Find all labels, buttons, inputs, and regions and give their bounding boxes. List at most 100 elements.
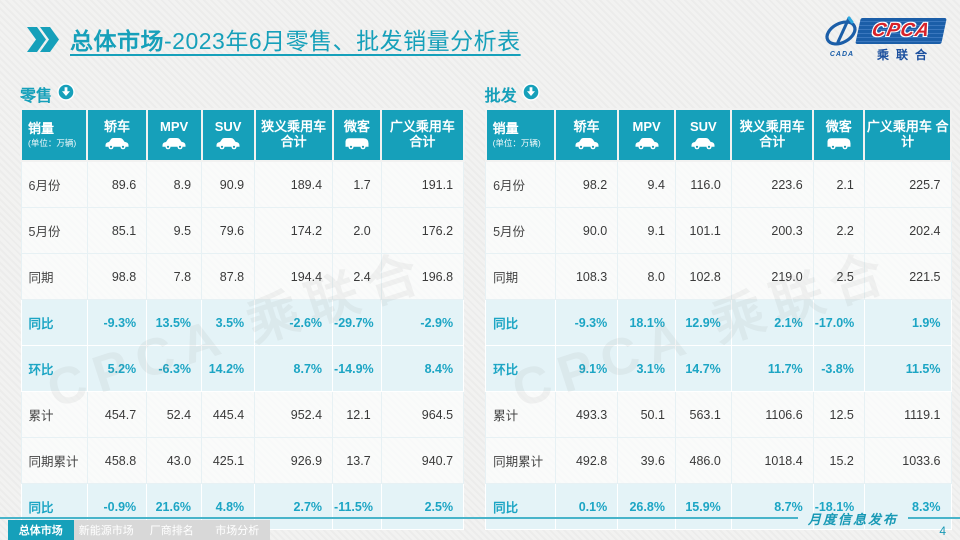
page-title-rest: -2023年6月零售、批发销量分析表: [164, 28, 521, 54]
cell: 9.1: [617, 207, 676, 254]
row-label: 累计: [485, 391, 556, 438]
cell: 90.9: [201, 160, 256, 208]
download-arrow-icon: [57, 82, 75, 106]
cell: 15.2: [812, 437, 865, 484]
cell: 43.0: [146, 437, 203, 484]
table-row: 6月份 98.2 9.4 116.0 223.6 2.1 225.7: [485, 160, 952, 208]
cell: 8.7%: [254, 345, 334, 392]
cell: 12.1: [332, 391, 382, 438]
wholesale-section-head: 批发: [485, 82, 952, 106]
table-row: 环比 9.1% 3.1% 14.7% 11.7% -3.8% 11.5%: [485, 345, 952, 392]
cell: 2.5: [812, 253, 865, 300]
cell: 1.7: [332, 160, 382, 208]
column-header: 微客: [812, 108, 866, 162]
cell: -2.9%: [380, 299, 465, 346]
retail-section-head: 零售: [20, 82, 465, 106]
page-number: 4: [939, 524, 946, 538]
row-label: 同比: [485, 299, 556, 346]
row-label: 环比: [485, 345, 556, 392]
cell: 108.3: [554, 253, 619, 300]
cell: 225.7: [863, 160, 952, 208]
footer-tab-2[interactable]: 厂商排名: [149, 525, 194, 537]
cell: 486.0: [674, 437, 732, 484]
car-icon: [574, 137, 600, 150]
van-icon: [344, 137, 370, 150]
cell: 8.4%: [380, 345, 465, 392]
van-icon: [826, 137, 852, 150]
table-row: 环比 5.2% -6.3% 14.2% 8.7% -14.9% 8.4%: [20, 345, 465, 392]
cell: 90.0: [554, 207, 619, 254]
cell: 1018.4: [730, 437, 814, 484]
footer-tab-0[interactable]: 总体市场: [8, 520, 74, 540]
page-title: 总体市场-2023年6月零售、批发销量分析表: [70, 22, 521, 56]
footer-rule: 月度信息发布: [0, 510, 960, 527]
cell: 101.1: [674, 207, 732, 254]
wholesale-section-label: 批发: [484, 88, 517, 105]
cell: 11.7%: [730, 345, 814, 392]
cell: 9.1%: [554, 345, 619, 392]
cell: 14.2%: [201, 345, 256, 392]
table-row: 同比 -9.3% 13.5% 3.5% -2.6% -29.7% -2.9%: [20, 299, 465, 346]
cpca-logo: CADA CPCA 乘联合: [820, 12, 947, 62]
cell: 200.3: [730, 207, 814, 254]
column-header: MPV: [145, 108, 203, 162]
column-header: 狭义乘用车 合计: [253, 108, 334, 162]
footer-tab-1[interactable]: 新能源市场: [78, 525, 134, 537]
cell: -9.3%: [554, 299, 619, 346]
cell: 202.4: [863, 207, 952, 254]
cell: -6.3%: [146, 345, 203, 392]
header-row: 销量 (单位：万辆) 轿车 MPV SUV 狭义乘用车 合计 微客 广义乘用车 合计: [484, 108, 952, 162]
download-arrow-icon: [521, 82, 540, 106]
table-row: 累计 493.3 50.1 563.1 1106.6 12.5 1119.1: [485, 391, 952, 438]
row-label: 环比: [20, 345, 88, 392]
cell: 98.8: [86, 253, 148, 300]
cell: 952.4: [254, 391, 334, 438]
cell: 191.1: [380, 160, 465, 208]
cell: 13.7: [332, 437, 382, 484]
sales-volume-header: 销量 (单位：万辆): [19, 108, 89, 162]
cell: 2.4: [332, 253, 382, 300]
publish-label: 月度信息发布: [807, 511, 898, 527]
car-icon: [104, 137, 130, 150]
cell: 964.5: [380, 391, 465, 438]
table-row: 6月份 89.6 8.9 90.9 189.4 1.7 191.1: [20, 160, 465, 208]
header-row: 销量 (单位：万辆) 轿车 MPV SUV 狭义乘用车 合计 微客 广义乘用车 合计: [19, 108, 465, 162]
cell: 223.6: [730, 160, 814, 208]
cell: 14.7%: [674, 345, 732, 392]
cell: 1.9%: [863, 299, 952, 346]
footer-tab-3[interactable]: 市场分析: [215, 525, 260, 537]
double-chevron-icon: [26, 26, 60, 52]
cell: 1119.1: [863, 391, 952, 438]
column-header: 轿车: [554, 108, 619, 162]
cell: 11.5%: [863, 345, 952, 392]
column-header: SUV: [674, 108, 733, 162]
column-header: MPV: [616, 108, 677, 162]
cell: -14.9%: [332, 345, 382, 392]
table-row: 同比 0.1% 26.8% 15.9% 8.7% -18.1% 8.3%: [485, 483, 952, 530]
cell: 87.8: [201, 253, 256, 300]
cell: 194.4: [254, 253, 334, 300]
sales-volume-header: 销量 (单位：万辆): [484, 108, 557, 162]
cell: 2.1: [812, 160, 865, 208]
row-label: 同比: [20, 299, 88, 346]
retail-section: 零售 销量 (单位：万辆) 轿车 MPV SUV 狭义乘用车 合计 微客 广义乘用车 合计 6月…: [19, 82, 465, 530]
cell: 493.3: [554, 391, 619, 438]
cell: 196.8: [380, 253, 465, 300]
cell: 445.4: [201, 391, 256, 438]
cell: 219.0: [730, 253, 814, 300]
cell: 13.5%: [146, 299, 203, 346]
table-row: 5月份 90.0 9.1 101.1 200.3 2.2 202.4: [485, 207, 952, 254]
cell: 492.8: [554, 437, 619, 484]
column-header: 广义乘用车 合计: [863, 108, 952, 162]
column-header: 轿车: [86, 108, 148, 162]
cell: 85.1: [86, 207, 148, 254]
cell: 2.5%: [380, 483, 465, 530]
cell: 0.1%: [554, 483, 619, 530]
car-icon: [215, 137, 241, 150]
cell: -9.3%: [86, 299, 148, 346]
cell: 8.3%: [863, 483, 952, 530]
cpca-subtitle: 乘联合: [876, 48, 934, 62]
cell: -29.7%: [332, 299, 382, 346]
cell: 52.4: [146, 391, 203, 438]
